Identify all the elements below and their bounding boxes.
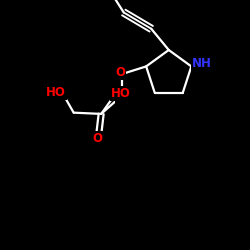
Text: O: O (92, 132, 102, 145)
Text: HO: HO (46, 86, 66, 99)
Text: O: O (116, 66, 126, 79)
Text: HO: HO (111, 88, 130, 101)
Text: O: O (116, 91, 126, 104)
Text: NH: NH (192, 58, 212, 70)
